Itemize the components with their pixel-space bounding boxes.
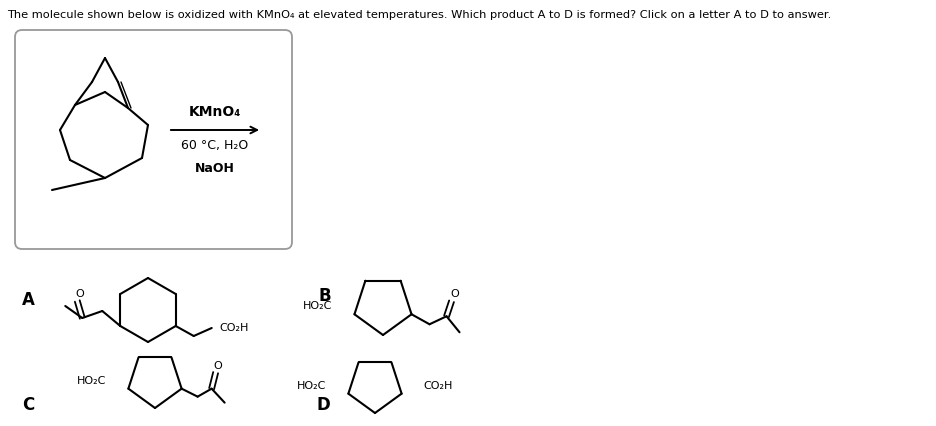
Text: B: B <box>318 287 330 305</box>
Text: C: C <box>22 396 35 414</box>
Text: CO₂H: CO₂H <box>219 323 248 333</box>
Text: HO₂C: HO₂C <box>303 301 332 311</box>
Text: O: O <box>450 289 459 299</box>
Text: HO₂C: HO₂C <box>297 381 327 391</box>
Text: O: O <box>213 361 222 371</box>
Text: A: A <box>22 291 35 309</box>
Text: HO₂C: HO₂C <box>77 376 107 386</box>
FancyBboxPatch shape <box>15 30 292 249</box>
Text: CO₂H: CO₂H <box>424 381 453 391</box>
Text: NaOH: NaOH <box>195 161 235 175</box>
Text: The molecule shown below is oxidized with KMnO₄ at elevated temperatures. Which : The molecule shown below is oxidized wit… <box>7 10 831 20</box>
Text: O: O <box>75 289 83 299</box>
Text: D: D <box>316 396 329 414</box>
Text: 60 °C, H₂O: 60 °C, H₂O <box>182 138 249 152</box>
Text: KMnO₄: KMnO₄ <box>189 105 241 119</box>
